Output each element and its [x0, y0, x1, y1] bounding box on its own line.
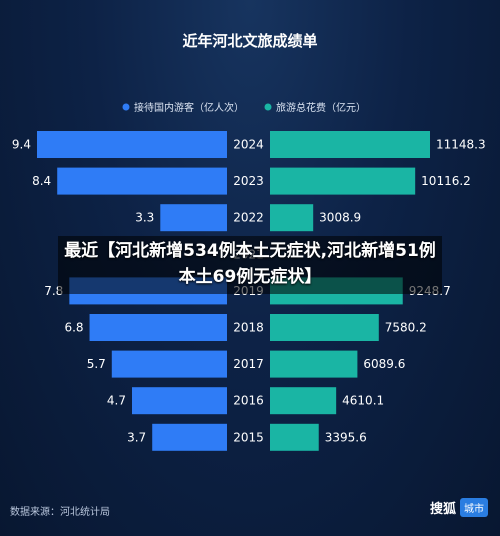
year-label: 2018 [233, 321, 264, 335]
chart-legend: 接待国内游客（亿人次） 旅游总花费（亿元） [122, 101, 366, 114]
visitor-value-label: 3.7 [127, 430, 146, 444]
year-label: 2024 [233, 138, 264, 152]
visitor-bar [132, 387, 227, 415]
spending-bar [270, 350, 358, 378]
spending-value-label: 4610.1 [342, 394, 384, 408]
headline-overlay [58, 236, 442, 294]
visitor-bar [57, 167, 227, 195]
spending-bar [270, 131, 430, 158]
legend-label: 接待国内游客（亿人次） [134, 101, 244, 114]
spending-value-label: 3008.9 [319, 211, 361, 225]
spending-value-label: 3395.6 [325, 430, 367, 444]
logo-text: 搜狐 [429, 502, 456, 517]
visitor-bar [111, 350, 227, 378]
visitor-value-label: 6.8 [64, 321, 83, 335]
year-label: 2016 [233, 394, 264, 408]
spending-value-label: 11148.3 [436, 138, 486, 152]
year-label: 2015 [233, 430, 264, 444]
visitor-bar [152, 423, 227, 451]
spending-bar [270, 314, 379, 341]
spending-bar [270, 387, 337, 415]
chart-title: 近年河北文旅成绩单 [182, 32, 317, 50]
year-label: 2017 [233, 357, 264, 371]
year-label: 2023 [233, 174, 264, 188]
visitor-value-label: 3.3 [135, 211, 154, 225]
spending-bar [270, 423, 319, 451]
legend-marker [122, 103, 130, 111]
data-source-note: 数据来源：河北统计局 [10, 507, 110, 518]
year-label: 2022 [233, 211, 264, 225]
legend-marker [264, 103, 272, 111]
spending-bar [270, 167, 416, 195]
sohu-logo: 搜狐 城市 [430, 498, 488, 517]
visitor-value-label: 4.7 [107, 394, 126, 408]
visitor-bar [89, 314, 227, 341]
spending-value-label: 10116.2 [421, 174, 471, 188]
logo-tag: 城市 [460, 498, 488, 517]
visitor-value-label: 9.4 [12, 138, 31, 152]
visitor-value-label: 8.4 [32, 174, 51, 188]
spending-bar [270, 204, 314, 232]
spending-value-label: 7580.2 [385, 321, 427, 335]
news-headline: 最近【河北新增534例本土无症状,河北新增51例本土69例无症状】 [64, 241, 436, 287]
legend-label: 旅游总花费（亿元） [276, 101, 366, 114]
spending-value-label: 6089.6 [363, 357, 405, 371]
visitor-bar [160, 204, 227, 232]
visitor-bar [37, 131, 227, 158]
visitor-value-label: 5.7 [87, 357, 106, 371]
